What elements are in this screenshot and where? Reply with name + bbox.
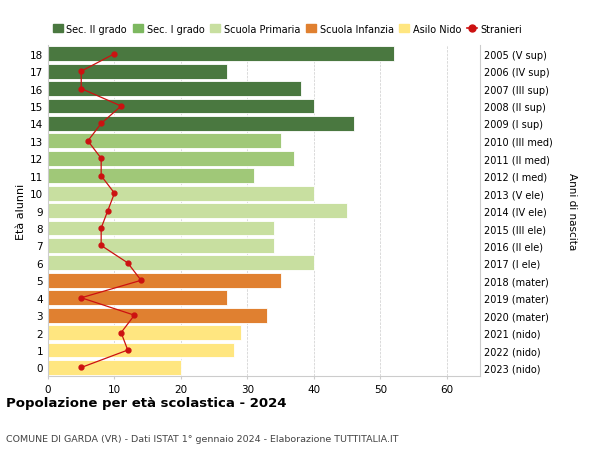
Bar bbox=[48, 256, 314, 271]
Bar bbox=[48, 273, 281, 288]
Bar bbox=[48, 186, 314, 201]
Bar bbox=[48, 291, 227, 306]
Bar bbox=[48, 82, 301, 97]
Bar bbox=[48, 343, 234, 358]
Bar bbox=[48, 47, 394, 62]
Bar bbox=[48, 325, 241, 340]
Bar bbox=[48, 239, 274, 253]
Bar bbox=[48, 65, 227, 79]
Bar bbox=[48, 134, 281, 149]
Bar bbox=[48, 308, 268, 323]
Bar bbox=[48, 204, 347, 218]
Bar bbox=[48, 100, 314, 114]
Bar bbox=[48, 117, 354, 132]
Bar bbox=[48, 360, 181, 375]
Y-axis label: Età alunni: Età alunni bbox=[16, 183, 26, 239]
Bar bbox=[48, 169, 254, 184]
Text: COMUNE DI GARDA (VR) - Dati ISTAT 1° gennaio 2024 - Elaborazione TUTTITALIA.IT: COMUNE DI GARDA (VR) - Dati ISTAT 1° gen… bbox=[6, 434, 398, 442]
Text: Popolazione per età scolastica - 2024: Popolazione per età scolastica - 2024 bbox=[6, 396, 287, 409]
Y-axis label: Anni di nascita: Anni di nascita bbox=[567, 173, 577, 250]
Bar bbox=[48, 221, 274, 236]
Bar bbox=[48, 151, 294, 166]
Legend: Sec. II grado, Sec. I grado, Scuola Primaria, Scuola Infanzia, Asilo Nido, Stran: Sec. II grado, Sec. I grado, Scuola Prim… bbox=[53, 24, 523, 34]
